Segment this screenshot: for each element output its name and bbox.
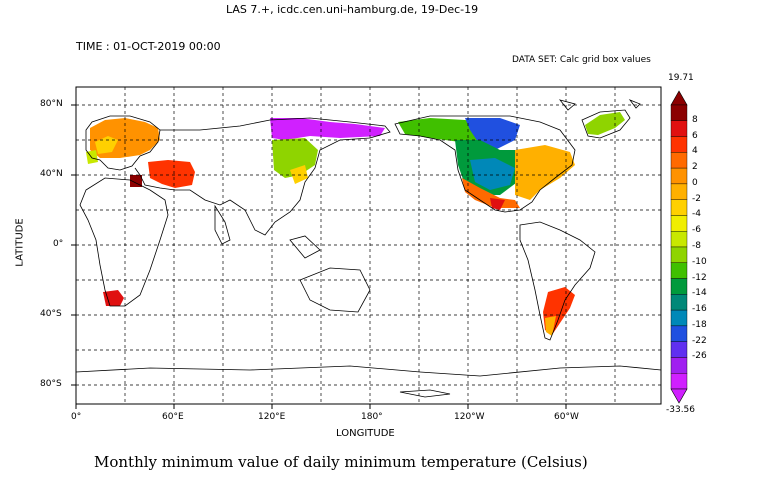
field-hot-spot bbox=[130, 175, 142, 187]
colorbar-level-label: 8 bbox=[692, 114, 698, 125]
colorbar-cell bbox=[670, 136, 688, 153]
colorbar-level-label: -16 bbox=[692, 304, 707, 315]
field-na-east bbox=[515, 145, 575, 200]
axis-ticks bbox=[71, 104, 567, 409]
colorbar-cell bbox=[670, 104, 688, 121]
colorbar-level-label: -8 bbox=[692, 241, 701, 251]
colorbar-cell bbox=[670, 246, 688, 263]
colorbar-level-label: 6 bbox=[692, 130, 698, 141]
lat-tick-0: 0° bbox=[53, 239, 64, 249]
graticule bbox=[76, 87, 661, 404]
dataset-label: DATA SET: Calc grid box values bbox=[512, 55, 651, 65]
colorbar-cell bbox=[670, 231, 688, 248]
colorbar-cell bbox=[670, 120, 688, 137]
field-east-asia bbox=[272, 138, 318, 178]
lat-tick-80s: 80°S bbox=[40, 379, 62, 389]
coastlines bbox=[75, 99, 662, 398]
colorbar-max-label: 19.71 bbox=[668, 73, 694, 83]
colorbar-level-label: -14 bbox=[692, 288, 707, 299]
lon-tick-60e: 60°E bbox=[162, 412, 184, 422]
temperature-field bbox=[86, 112, 625, 336]
colorbar-level-label: -6 bbox=[692, 225, 701, 236]
figure-caption: Monthly minimum value of daily minimum t… bbox=[94, 453, 588, 471]
colorbar-level-label: -18 bbox=[692, 319, 707, 330]
colorbar-cell bbox=[670, 373, 688, 390]
lon-tick-180: 180° bbox=[361, 412, 383, 422]
colorbar-level-label: -12 bbox=[692, 272, 707, 283]
field-middle-east bbox=[148, 160, 195, 188]
colorbar-cell bbox=[670, 262, 688, 279]
colorbar-level-label: -10 bbox=[692, 256, 707, 267]
colorbar-level-label: -22 bbox=[692, 335, 707, 346]
lat-tick-40s: 40°S bbox=[40, 309, 62, 319]
colorbar bbox=[670, 90, 688, 404]
lon-tick-120w: 120°W bbox=[454, 412, 485, 422]
field-mexico bbox=[490, 198, 505, 210]
colorbar-cell bbox=[670, 152, 688, 169]
colorbar-cell bbox=[670, 309, 688, 327]
field-scandinavia-cool bbox=[95, 136, 118, 154]
field-na-central bbox=[470, 158, 515, 190]
colorbar-level-label: -2 bbox=[692, 193, 701, 204]
colorbar-cell bbox=[670, 341, 688, 358]
field-north-asia bbox=[270, 118, 385, 140]
colorbar-cell bbox=[670, 167, 688, 185]
x-axis-label: LONGITUDE bbox=[336, 428, 395, 439]
colorbar-bottom-arrow bbox=[670, 388, 688, 404]
lon-tick-120e: 120°E bbox=[258, 412, 286, 422]
colorbar-cell bbox=[670, 215, 688, 232]
colorbar-level-label: -4 bbox=[692, 209, 701, 220]
colorbar-min-label: -33.56 bbox=[666, 405, 696, 415]
time-label: TIME : 01-OCT-2019 00:00 bbox=[76, 40, 221, 53]
y-axis-label: LATITUDE bbox=[14, 218, 26, 267]
field-na-south bbox=[462, 178, 520, 208]
colorbar-level-label: 0 bbox=[692, 177, 698, 188]
colorbar-cell bbox=[670, 278, 688, 295]
colorbar-level-label: -26 bbox=[692, 351, 707, 362]
field-japan bbox=[290, 165, 308, 184]
colorbar-level-label: 2 bbox=[692, 162, 698, 173]
field-patagonia bbox=[545, 316, 556, 336]
colorbar-cell bbox=[670, 183, 688, 200]
colorbar-cell bbox=[670, 325, 688, 342]
lon-tick-60w: 60°W bbox=[554, 412, 579, 422]
colorbar-level-label: 4 bbox=[692, 146, 698, 157]
lat-tick-80n: 80°N bbox=[40, 99, 63, 109]
lat-tick-40n: 40°N bbox=[40, 169, 63, 179]
colorbar-cell bbox=[670, 294, 688, 311]
lon-tick-0: 0° bbox=[71, 412, 82, 422]
las-header: LAS 7.+, icdc.cen.uni-hamburg.de, 19-Dec… bbox=[226, 3, 479, 16]
colorbar-cell bbox=[670, 199, 688, 216]
colorbar-cell bbox=[670, 357, 688, 374]
field-south-africa bbox=[103, 290, 124, 306]
colorbar-top-arrow bbox=[670, 90, 688, 106]
